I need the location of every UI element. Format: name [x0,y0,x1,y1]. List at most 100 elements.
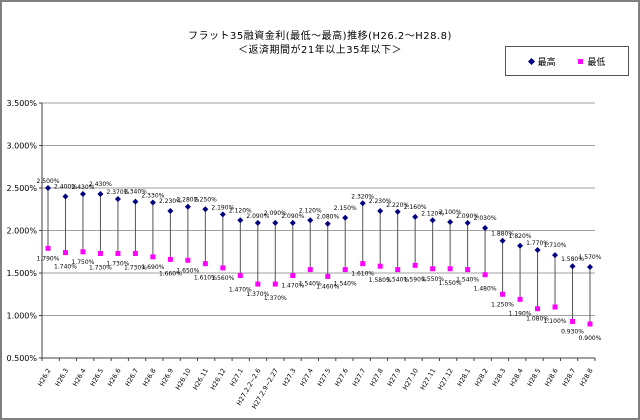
max-marker [45,185,51,191]
min-data-label: 1.550% [421,276,444,283]
max-data-label: 2.090% [246,213,269,220]
max-marker [342,214,349,221]
max-data-label: 2.030% [474,215,497,222]
max-marker [132,198,139,205]
max-data-label: 1.580% [561,256,584,263]
legend-label-min: 最低 [587,57,606,68]
x-tick-label: H28.7 [561,367,578,388]
min-marker [220,265,226,271]
legend: 最高 最低 [505,46,629,76]
y-tick-label: 3.000% [6,142,37,151]
x-tick-label: H27.1 [228,367,245,388]
min-data-label: 1.690% [141,264,164,271]
min-marker [412,262,418,268]
min-data-label: 1.460% [316,283,339,290]
x-tick-label: H26.12 [209,367,228,391]
max-marker [289,219,296,226]
chart-title: フラット35融資金利(最低～最高)推移(H26.2～H28.8) [188,31,452,42]
x-tick-label: H27.10 [401,367,420,391]
min-data-label: 1.740% [54,264,77,271]
max-data-label: 1.770% [526,240,549,247]
max-marker [324,220,331,227]
min-marker [447,266,453,272]
min-data-label: 1.590% [404,276,427,283]
max-marker [359,200,366,207]
min-marker [290,273,296,279]
max-marker [552,252,559,259]
chart-subtitle: ＜返済期間が21年以上35年以下＞ [238,45,402,56]
max-data-label: 2.280% [176,197,199,204]
max-marker [569,263,576,270]
max-marker [394,208,401,215]
min-data-label: 1.370% [246,291,269,298]
min-marker [395,267,401,273]
min-marker [500,291,506,297]
min-marker [237,273,243,279]
min-marker [570,318,576,324]
x-tick-label: H28.6 [543,367,560,388]
max-data-label: 2.340% [124,189,147,196]
max-marker [184,203,191,210]
x-tick-label: H27.3 [281,367,298,388]
min-marker [377,263,383,269]
max-data-label: 2.430% [72,184,95,191]
legend-item-min: 最低 [578,55,605,68]
x-tick-label: H27.6 [333,367,350,388]
min-data-label: 1.370% [264,295,287,302]
y-tick-label: 2.000% [6,227,37,236]
legend-item-max: 最高 [527,55,556,68]
max-marker [254,219,261,226]
min-data-label: 1.580% [369,277,392,284]
min-marker [255,281,261,287]
square-marker-icon [578,58,584,64]
min-data-label: 1.730% [89,264,112,271]
max-marker [237,217,244,224]
y-tick-label: 1.500% [6,269,37,278]
max-marker [482,224,489,231]
max-marker [499,237,506,244]
min-marker [80,249,86,255]
max-data-label: 2.370% [106,189,129,196]
min-marker [45,245,51,251]
x-tick-label: H27.7 [351,367,368,388]
min-data-label: 1.540% [334,281,357,288]
min-data-label: 1.730% [106,260,129,267]
max-data-label: 2.330% [141,192,164,199]
min-marker [342,267,348,273]
min-data-label: 1.250% [491,301,514,308]
min-data-label: 1.660% [159,270,182,277]
max-data-label: 2.090% [281,213,304,220]
max-marker [464,219,471,226]
min-marker [307,267,313,273]
max-data-label: 1.570% [579,254,602,261]
max-data-label: 2.230% [369,198,392,205]
max-data-label: 1.820% [509,233,532,240]
x-tick-label: H26.10 [174,367,193,391]
max-data-label: 2.150% [334,205,357,212]
max-marker [377,207,384,214]
max-marker [62,193,69,200]
min-marker [62,250,68,256]
max-data-label: 2.090% [456,213,479,220]
x-tick-label: H28.2 [473,367,490,388]
min-data-label: 1.080% [526,316,549,323]
min-marker [360,261,366,267]
min-marker [115,250,121,256]
max-data-label: 1.710% [544,242,567,249]
max-data-label: 2.120% [421,210,444,217]
min-marker [202,261,208,267]
x-tick-label: H26.8 [141,367,158,388]
min-marker [185,257,191,263]
max-data-label: 1.880% [491,231,514,238]
max-marker [429,217,436,224]
x-tick-label: H26.11 [191,367,210,391]
max-marker [149,199,156,206]
min-marker [272,281,278,287]
x-tick-label: H28.4 [508,367,525,388]
min-marker [325,273,331,279]
x-tick-label: H27.5 [316,367,333,388]
max-data-label: 2.100% [439,209,462,216]
min-marker [535,306,541,312]
